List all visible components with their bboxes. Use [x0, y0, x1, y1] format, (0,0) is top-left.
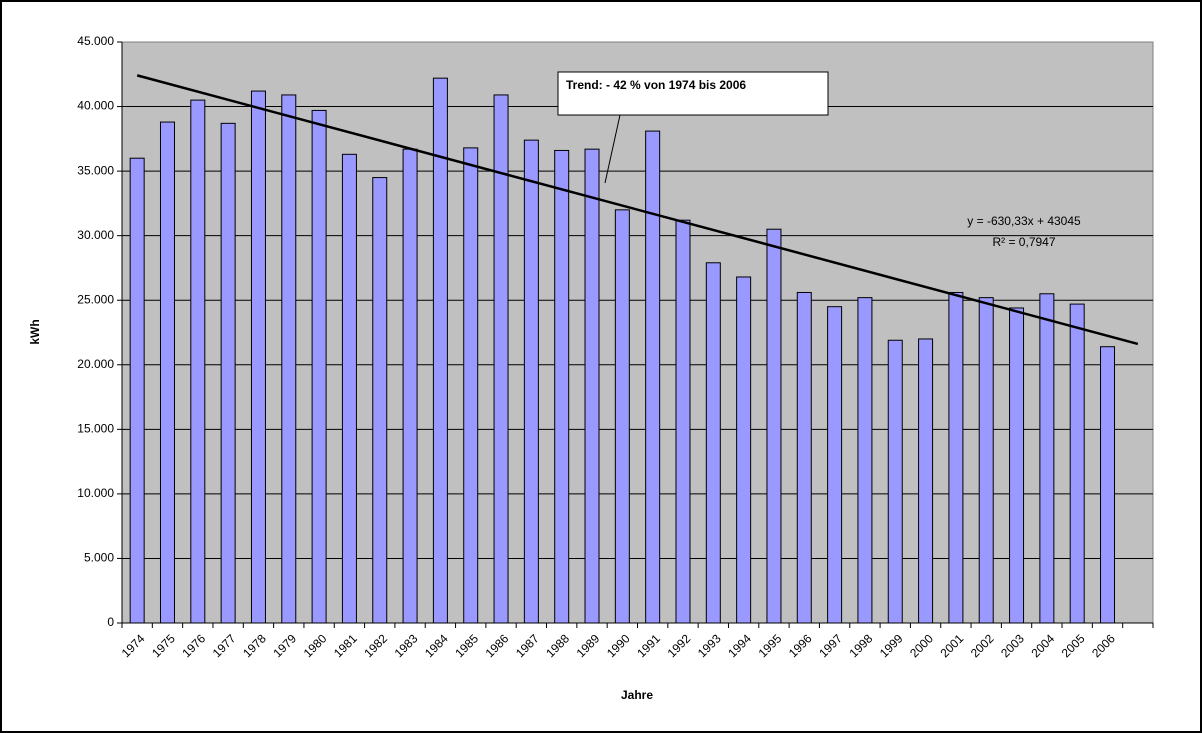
bar — [978, 297, 994, 624]
bar — [614, 209, 630, 624]
y-tick-label: 10.000 — [77, 486, 114, 500]
y-axis-label: kWh — [28, 319, 42, 344]
bar — [220, 122, 236, 624]
bar — [523, 139, 539, 624]
bar — [705, 262, 721, 624]
annotation-box — [557, 71, 829, 116]
bar — [402, 148, 418, 624]
trend-equation: y = -630,33x + 43045 — [967, 214, 1081, 228]
bar — [463, 147, 479, 624]
bar — [190, 99, 206, 624]
y-tick-label: 40.000 — [77, 99, 114, 113]
bar — [341, 153, 357, 624]
y-tick-label: 5.000 — [84, 551, 114, 565]
plot-area — [121, 41, 1154, 624]
bar — [857, 297, 873, 624]
bar — [766, 228, 782, 624]
trend-line — [136, 74, 1139, 346]
trend-r2: R² = 0,7947 — [992, 235, 1055, 249]
bar — [432, 77, 448, 624]
bar — [311, 109, 327, 624]
y-tick-label: 45.000 — [77, 34, 114, 48]
marks: 0 5.000 10.000 15.000 20.000 25.000 30.000 35.0… — [77, 34, 1154, 660]
annotation: Trend: - 42 % von 1974 bis 2006 — [566, 78, 746, 92]
bar — [948, 291, 964, 624]
bar — [584, 148, 600, 624]
bar — [1100, 346, 1116, 624]
y-tick-label: 25.000 — [77, 292, 114, 306]
bar — [159, 121, 175, 624]
bar — [372, 177, 388, 624]
bar — [675, 219, 691, 624]
y-tick-label: 30.000 — [77, 228, 114, 242]
bar — [250, 90, 266, 624]
bar — [796, 291, 812, 624]
y-tick-label: 0 — [107, 615, 114, 629]
bar — [827, 306, 843, 624]
bar — [1039, 293, 1055, 624]
bar — [129, 157, 145, 624]
bar — [281, 94, 297, 624]
x-axis-label: Jahre — [621, 688, 653, 702]
annotation-leader — [604, 114, 621, 184]
bar — [887, 339, 903, 624]
bar — [736, 276, 752, 624]
bar — [918, 338, 934, 624]
bar — [645, 130, 661, 624]
bar — [1009, 307, 1025, 624]
bar — [1069, 303, 1085, 624]
bar — [554, 149, 570, 624]
y-tick-label: 35.000 — [77, 163, 114, 177]
y-tick-label: 20.000 — [77, 357, 114, 371]
bar — [493, 94, 509, 624]
y-tick-label: 15.000 — [77, 422, 114, 436]
